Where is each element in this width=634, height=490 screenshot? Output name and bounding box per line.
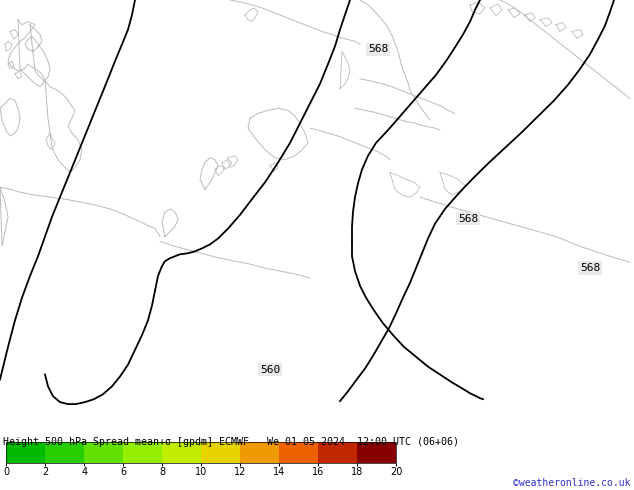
Text: Height 500 hPa Spread mean+σ [gpdm] ECMWF   We 01-05-2024  12:00 UTC (06+06): Height 500 hPa Spread mean+σ [gpdm] ECMW… [3,437,459,447]
Text: 560: 560 [260,365,280,374]
Text: 568: 568 [458,214,478,224]
Text: 568: 568 [368,44,388,54]
Text: ©weatheronline.co.uk: ©weatheronline.co.uk [514,478,631,488]
Text: 568: 568 [580,263,600,273]
